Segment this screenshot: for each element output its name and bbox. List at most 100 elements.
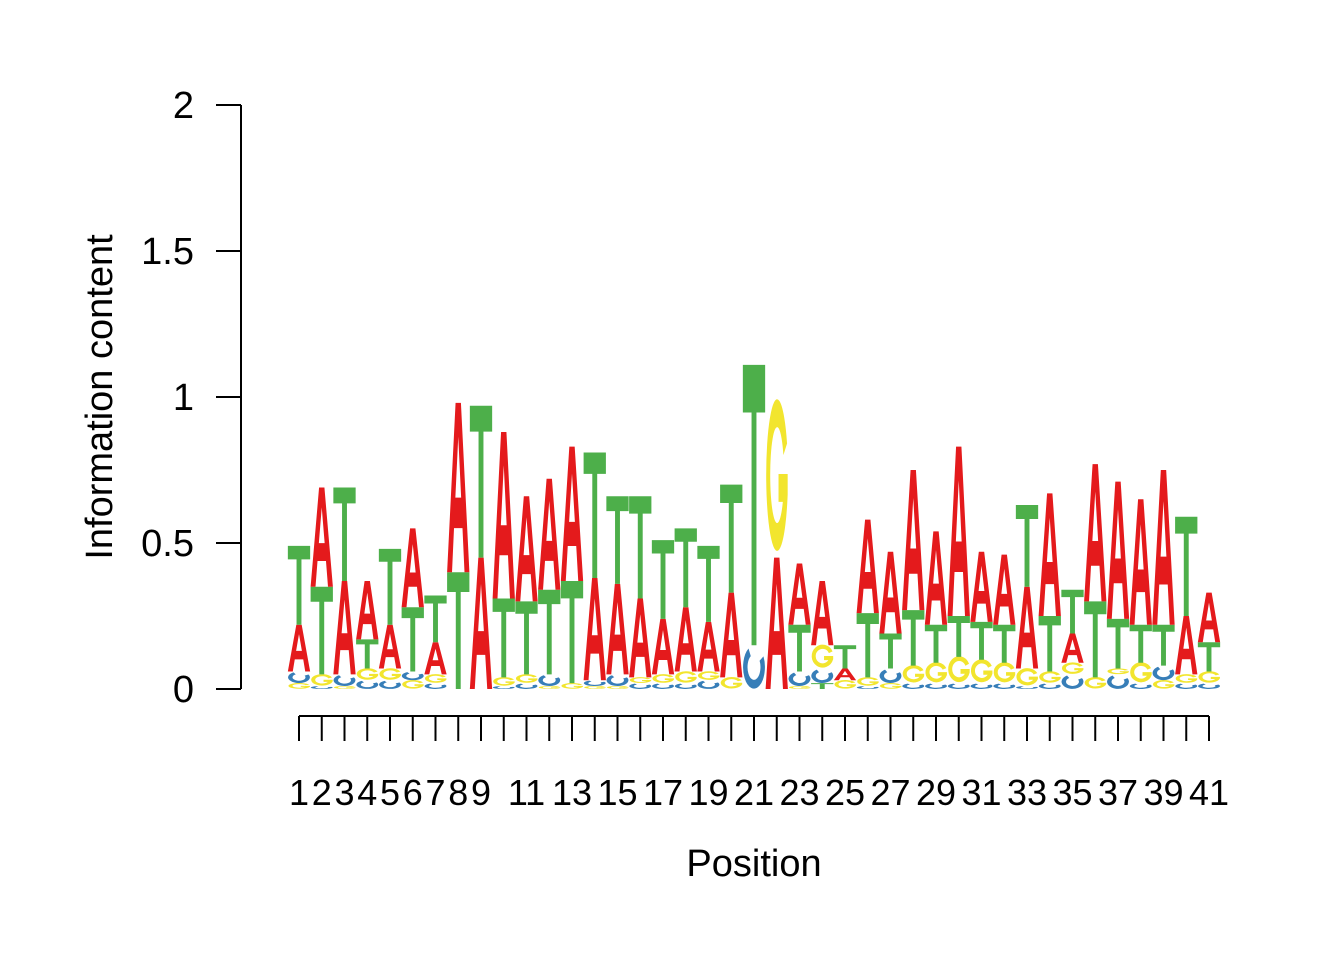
logo-letter-C-pos-29 bbox=[925, 683, 947, 689]
x-tick-label: 27 bbox=[870, 772, 910, 813]
logo-letter-A-pos-18 bbox=[674, 607, 697, 672]
x-tick-label: 11 bbox=[508, 772, 545, 813]
logo-letter-C-pos-37 bbox=[1107, 675, 1129, 689]
logo-letter-G-pos-6 bbox=[402, 680, 424, 689]
logo-letter-A-pos-38 bbox=[1129, 499, 1152, 625]
logo-letter-T-pos-21 bbox=[742, 364, 766, 646]
x-tick-label: 21 bbox=[734, 772, 774, 813]
logo-letter-C-pos-41 bbox=[1198, 683, 1220, 689]
x-tick-label: 33 bbox=[1007, 772, 1047, 813]
logo-letter-G-pos-25 bbox=[834, 680, 856, 689]
logo-letter-G-pos-3 bbox=[333, 686, 356, 689]
logo-letter-G-pos-31 bbox=[970, 659, 993, 683]
logo-letter-A-pos-20 bbox=[720, 592, 743, 678]
logo-letter-A-pos-22 bbox=[765, 557, 788, 689]
logo-letter-C-pos-38 bbox=[1129, 683, 1152, 689]
logo-letter-T-pos-41 bbox=[1197, 642, 1221, 672]
logo-letter-G-pos-10 bbox=[493, 677, 515, 686]
logo-letter-T-pos-31 bbox=[970, 621, 993, 660]
logo-letter-A-pos-3 bbox=[333, 580, 356, 675]
logo-letter-A-pos-5 bbox=[378, 624, 402, 669]
x-tick-label: 8 bbox=[448, 772, 468, 813]
logo-letter-T-pos-19 bbox=[697, 545, 720, 622]
logo-letter-T-pos-9 bbox=[469, 405, 493, 558]
logo-letter-T-pos-32 bbox=[993, 624, 1016, 663]
logo-letter-T-pos-33 bbox=[1015, 505, 1039, 587]
logo-letter-C-pos-35 bbox=[1061, 675, 1084, 689]
x-tick-label: 23 bbox=[779, 772, 819, 813]
logo-letter-A-pos-27 bbox=[879, 551, 902, 634]
logo-letter-T-pos-27 bbox=[879, 633, 902, 669]
y-tick-label: 0 bbox=[173, 669, 194, 711]
x-axis: 1 2 3 4 5 6 7 8 9 11 13 15 17 19 21 23 25 27 29 31 33 35 37 39 4… bbox=[289, 715, 1229, 813]
logo-letter-C-pos-2 bbox=[310, 686, 333, 689]
logo-letter-G-pos-37 bbox=[1107, 668, 1129, 675]
logo-letter-A-pos-40 bbox=[1175, 616, 1198, 675]
logo-letter-G-pos-24 bbox=[811, 644, 834, 668]
logo-letter-T-pos-13 bbox=[560, 580, 584, 684]
logo-letter-C-pos-19 bbox=[697, 680, 720, 689]
logo-letter-T-pos-5 bbox=[378, 548, 402, 625]
logo-letter-A-pos-11 bbox=[515, 496, 538, 602]
logo-letter-G-pos-28 bbox=[902, 665, 925, 683]
logo-letter-G-pos-30 bbox=[948, 656, 970, 683]
logo-letter-G-pos-7 bbox=[424, 674, 447, 683]
logo-letter-A-pos-14 bbox=[583, 578, 606, 681]
logo-letter-C-pos-6 bbox=[401, 672, 424, 681]
logo-letter-A-pos-36 bbox=[1084, 464, 1107, 602]
x-tick-label: 29 bbox=[916, 772, 956, 813]
logo-letter-C-pos-5 bbox=[379, 680, 401, 689]
logo-letter-G-pos-17 bbox=[652, 674, 674, 683]
logo-letter-A-pos-26 bbox=[856, 519, 879, 614]
logo-letter-T-pos-12 bbox=[538, 589, 561, 675]
logo-letter-G-pos-26 bbox=[857, 677, 879, 686]
logo-letter-A-pos-8 bbox=[447, 402, 470, 573]
logo-letter-A-pos-23 bbox=[788, 563, 811, 625]
logo-letter-stacks bbox=[287, 364, 1221, 689]
logo-letter-A-pos-9 bbox=[469, 557, 493, 689]
logo-letter-G-pos-33 bbox=[1016, 668, 1038, 686]
logo-letter-A-pos-17 bbox=[651, 618, 675, 675]
logo-letter-A-pos-28 bbox=[902, 470, 925, 611]
x-tick-label: 1 bbox=[289, 772, 309, 813]
logo-letter-C-pos-1 bbox=[288, 672, 310, 684]
x-tick-label: 25 bbox=[825, 772, 865, 813]
logo-letter-T-pos-28 bbox=[902, 610, 925, 666]
x-tick-label: 13 bbox=[552, 772, 592, 813]
logo-letter-T-pos-4 bbox=[356, 639, 379, 669]
logo-letter-G-pos-16 bbox=[629, 677, 652, 683]
logo-letter-C-pos-40 bbox=[1175, 683, 1198, 689]
logo-letter-G-pos-2 bbox=[311, 674, 333, 686]
logo-letter-C-pos-32 bbox=[993, 683, 1016, 689]
logo-letter-A-pos-12 bbox=[538, 478, 561, 590]
logo-letter-T-pos-15 bbox=[606, 496, 629, 584]
x-tick-label: 17 bbox=[643, 772, 683, 813]
logo-letter-T-pos-24 bbox=[811, 683, 834, 689]
logo-letter-G-pos-38 bbox=[1130, 662, 1152, 683]
x-tick-label: 9 bbox=[471, 772, 491, 813]
logo-letter-T-pos-29 bbox=[924, 624, 948, 663]
logo-letter-G-pos-23 bbox=[788, 686, 811, 689]
x-tick-label: 4 bbox=[357, 772, 377, 813]
logo-letter-T-pos-35 bbox=[1061, 589, 1084, 634]
logo-letter-T-pos-36 bbox=[1084, 601, 1107, 678]
logo-letter-G-pos-34 bbox=[1039, 671, 1061, 683]
logo-letter-C-pos-26 bbox=[856, 686, 879, 689]
logo-letter-T-pos-34 bbox=[1038, 616, 1061, 672]
logo-letter-C-pos-7 bbox=[424, 683, 447, 689]
x-tick-label: 31 bbox=[961, 772, 1001, 813]
logo-letter-A-pos-16 bbox=[629, 598, 652, 678]
x-tick-label: 19 bbox=[688, 772, 728, 813]
logo-letter-A-pos-30 bbox=[947, 446, 970, 617]
x-tick-label: 41 bbox=[1189, 772, 1229, 813]
logo-letter-C-pos-39 bbox=[1152, 666, 1175, 681]
logo-letter-G-pos-11 bbox=[515, 674, 538, 683]
logo-letter-T-pos-6 bbox=[401, 607, 424, 672]
logo-letter-A-pos-10 bbox=[492, 432, 515, 599]
logo-letter-G-pos-39 bbox=[1152, 680, 1175, 689]
logo-letter-G-pos-35 bbox=[1061, 662, 1084, 674]
logo-letter-G-pos-18 bbox=[675, 671, 697, 683]
logo-letter-G-pos-20 bbox=[720, 677, 743, 689]
y-axis: 0 0.5 1 1.5 2 bbox=[141, 85, 242, 711]
y-tick-label: 0.5 bbox=[141, 523, 194, 565]
